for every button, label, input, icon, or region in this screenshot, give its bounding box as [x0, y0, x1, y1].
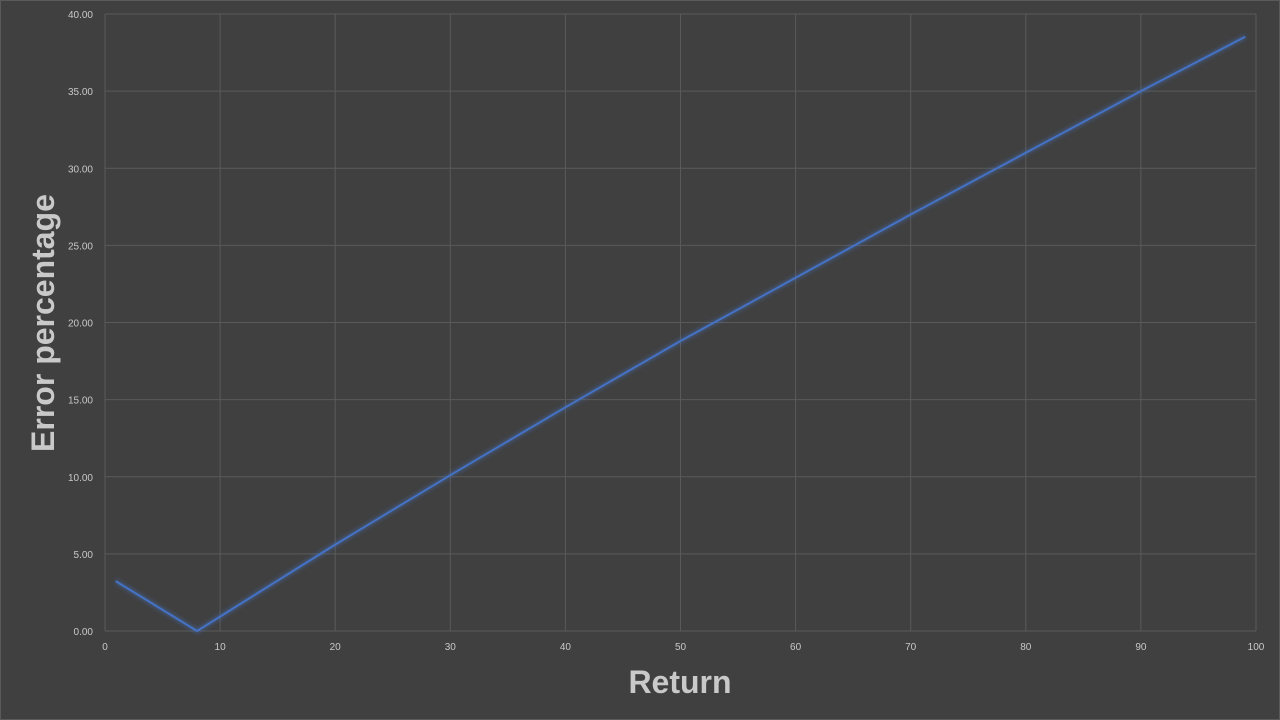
y-tick-label: 0.00 [74, 627, 94, 638]
y-tick-label: 15.00 [68, 396, 93, 407]
y-tick-label: 5.00 [74, 550, 94, 561]
x-tick-label: 0 [102, 642, 108, 653]
y-tick-label: 20.00 [68, 319, 93, 330]
x-tick-label: 20 [330, 642, 342, 653]
y-tick-label: 25.00 [68, 241, 93, 252]
y-tick-label: 40.00 [68, 10, 93, 21]
gridlines [104, 13, 1257, 632]
x-tick-label: 90 [1135, 642, 1147, 653]
x-tick-label: 40 [560, 642, 572, 653]
x-tick-label: 70 [905, 642, 917, 653]
series-layer [115, 36, 1246, 632]
y-tick-label: 35.00 [68, 87, 93, 98]
x-tick-label: 60 [790, 642, 802, 653]
series-line [115, 36, 1246, 632]
y-axis-title: Error percentage [25, 194, 61, 452]
x-tick-label: 100 [1248, 642, 1265, 653]
x-tick-label: 80 [1020, 642, 1032, 653]
x-tick-label: 10 [215, 642, 227, 653]
x-axis-ticks: 0 10 20 30 40 50 60 70 80 90 100 [102, 642, 1265, 653]
y-tick-label: 10.00 [68, 473, 93, 484]
x-axis-title: Return [628, 664, 731, 700]
y-tick-label: 30.00 [68, 164, 93, 175]
y-axis-ticks: 0.00 5.00 10.00 15.00 20.00 25.00 30.00 35.00 40… [68, 10, 93, 638]
x-tick-label: 30 [445, 642, 457, 653]
x-tick-label: 50 [675, 642, 687, 653]
